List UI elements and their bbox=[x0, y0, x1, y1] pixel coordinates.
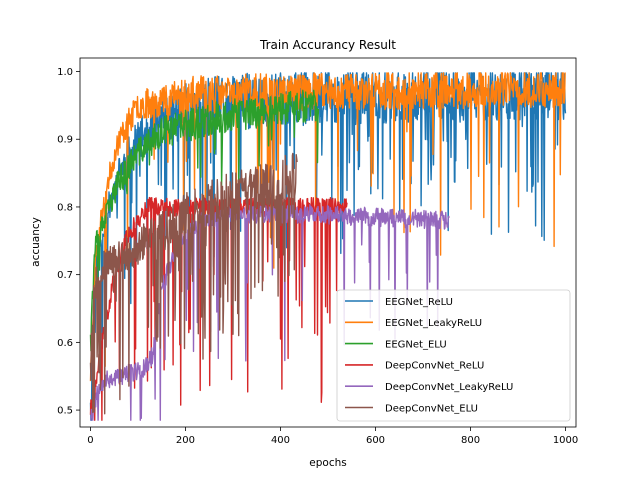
legend-label: EEGNet_ReLU bbox=[385, 297, 453, 308]
y-tick-label: 0.5 bbox=[57, 406, 73, 417]
legend-label: DeepConvNet_ELU bbox=[385, 403, 478, 414]
series-line bbox=[90, 203, 450, 421]
plot-frame bbox=[79, 57, 577, 428]
legend-label: EEGNet_ELU bbox=[385, 339, 447, 350]
series-line bbox=[89, 152, 298, 415]
legend: EEGNet_ReLU EEGNet_LeakyReLU EEGNet_ELU Dee… bbox=[336, 289, 571, 422]
y-tick-label: 0.9 bbox=[57, 135, 73, 146]
legend-label: EEGNet_LeakyReLU bbox=[385, 318, 482, 329]
x-tick-label: 600 bbox=[366, 435, 385, 446]
x-axis-label: epochs bbox=[309, 457, 346, 469]
y-tick-label: 1.0 bbox=[57, 67, 73, 78]
y-tick-label: 0.6 bbox=[57, 338, 73, 349]
legend-label: DeepConvNet_LeakyReLU bbox=[385, 382, 513, 393]
y-axis: 0.5 0.6 0.7 0.8 0.9 1.0 bbox=[57, 67, 80, 417]
legend-label: DeepConvNet_ReLU bbox=[385, 361, 484, 372]
x-tick-label: 1000 bbox=[553, 435, 578, 446]
y-tick-label: 0.7 bbox=[57, 270, 73, 281]
x-axis: 0 200 400 600 800 1000 bbox=[87, 427, 578, 446]
chart-title: Train Accurancy Result bbox=[259, 38, 396, 52]
y-axis-label: accuancy bbox=[30, 217, 42, 267]
series-line bbox=[89, 72, 567, 421]
x-tick-label: 200 bbox=[176, 435, 195, 446]
x-tick-label: 400 bbox=[271, 435, 290, 446]
x-tick-label: 0 bbox=[87, 435, 93, 446]
series-line bbox=[89, 89, 320, 352]
x-tick-label: 800 bbox=[461, 435, 480, 446]
y-tick-label: 0.8 bbox=[57, 202, 73, 213]
legend-box bbox=[336, 289, 571, 422]
series-layer bbox=[89, 72, 567, 421]
series-line bbox=[89, 72, 566, 382]
